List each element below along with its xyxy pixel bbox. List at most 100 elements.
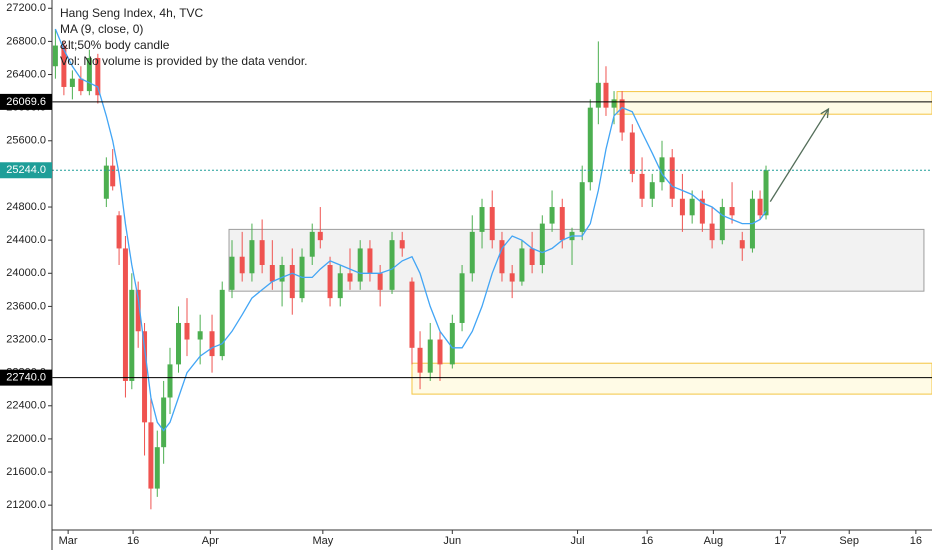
x-axis-bg xyxy=(52,530,932,550)
candle-body xyxy=(629,132,635,174)
legend: Hang Seng Index, 4h, TVC MA (9, close, 0… xyxy=(60,6,307,68)
candle-body xyxy=(209,331,215,357)
x-tick-label: 16 xyxy=(127,535,139,547)
candle-body xyxy=(519,248,525,282)
candle-body xyxy=(437,339,443,365)
candle-body xyxy=(135,289,141,332)
candle-body xyxy=(309,231,315,257)
y-tick-label: 27200.0 xyxy=(6,2,46,14)
y-tick-label: 24800.0 xyxy=(6,201,46,213)
legend-line: &lt;50% body candle xyxy=(60,38,170,52)
candle-body xyxy=(176,322,182,365)
candle-body xyxy=(539,223,545,265)
candle-body xyxy=(587,107,593,183)
y-tick-label: 26800.0 xyxy=(6,35,46,47)
candle-body xyxy=(229,256,235,290)
candle-body xyxy=(679,198,685,216)
trend-arrow xyxy=(769,108,829,202)
candle-body xyxy=(52,45,58,67)
candle-body xyxy=(161,397,167,448)
candle-body xyxy=(479,207,485,232)
legend-line: MA (9, close, 0) xyxy=(60,22,143,36)
candle-body xyxy=(719,207,725,241)
candle-body xyxy=(699,198,705,224)
price-label-box xyxy=(0,369,52,386)
candle-body xyxy=(377,273,383,290)
y-tick-label: 22000.0 xyxy=(6,433,46,445)
y-tick-label: 23600.0 xyxy=(6,300,46,312)
candle-body xyxy=(197,331,203,340)
x-tick-label: Apr xyxy=(202,535,219,547)
zone xyxy=(616,91,932,115)
price-label-box xyxy=(0,162,52,179)
candle-body xyxy=(579,182,585,232)
candle-body xyxy=(184,322,190,340)
candle-body xyxy=(529,248,535,265)
zone xyxy=(228,228,925,292)
candle-body xyxy=(611,99,617,108)
x-tick-label: Jun xyxy=(443,535,461,547)
candle-body xyxy=(129,289,135,381)
candle-body xyxy=(399,240,405,249)
y-tick-label: 25600.0 xyxy=(6,135,46,147)
candle-body xyxy=(409,281,415,348)
y-tick-label: 26400.0 xyxy=(6,68,46,80)
legend-line: Hang Seng Index, 4h, TVC xyxy=(60,6,204,20)
candle-body xyxy=(103,165,109,199)
y-tick-label: 21200.0 xyxy=(6,499,46,511)
candle-body xyxy=(549,207,555,224)
y-tick-label: 22400.0 xyxy=(6,400,46,412)
candle-body xyxy=(659,157,665,183)
price-label: 22740.0 xyxy=(6,372,46,384)
x-tick-label: 17 xyxy=(774,535,786,547)
candle-body xyxy=(78,78,84,92)
candle-body xyxy=(499,240,505,274)
candle-body xyxy=(649,182,655,199)
x-tick-label: 16 xyxy=(910,535,922,547)
candle-body xyxy=(689,198,695,216)
candle-body xyxy=(167,364,173,398)
candle-body xyxy=(219,289,225,357)
price-label: 25244.0 xyxy=(6,164,46,176)
candle-body xyxy=(509,273,515,282)
candle-body xyxy=(347,273,353,282)
candle-body xyxy=(729,207,735,216)
arrow-head xyxy=(820,107,830,119)
x-tick-label: Aug xyxy=(704,535,724,547)
candle-body xyxy=(122,248,128,381)
candle-body xyxy=(279,265,285,282)
candle-body xyxy=(739,240,745,249)
candle-body xyxy=(110,165,116,187)
candle-body xyxy=(289,265,295,299)
y-tick-label: 24400.0 xyxy=(6,234,46,246)
candle-body xyxy=(154,447,160,489)
candle-body xyxy=(709,223,715,241)
candle-body xyxy=(148,422,154,489)
candle-body xyxy=(327,265,333,299)
candle-body xyxy=(639,173,645,199)
x-tick-label: 16 xyxy=(641,535,653,547)
candle-body xyxy=(142,331,148,423)
candle-body xyxy=(763,170,769,216)
candle-body xyxy=(239,256,245,274)
candle-body xyxy=(337,273,343,299)
candle-body xyxy=(269,265,275,282)
candle-body xyxy=(619,99,625,133)
candle-body xyxy=(469,231,475,274)
candle-body xyxy=(86,57,92,92)
candle-body xyxy=(367,248,373,274)
candle-body xyxy=(95,57,101,96)
candle-body xyxy=(259,240,265,265)
candle-body xyxy=(669,157,675,199)
price-label: 26069.6 xyxy=(6,96,46,108)
candle-body xyxy=(489,207,495,241)
y-tick-label: 24000.0 xyxy=(6,267,46,279)
candle-body xyxy=(427,339,433,373)
legend-line: Vol: No volume is provided by the data v… xyxy=(60,54,307,68)
candle-body xyxy=(459,273,465,323)
x-tick-label: Mar xyxy=(59,535,78,547)
candle-body xyxy=(317,231,323,241)
candle-body xyxy=(69,78,75,87)
candle-body xyxy=(357,248,363,282)
candle-body xyxy=(757,198,763,216)
